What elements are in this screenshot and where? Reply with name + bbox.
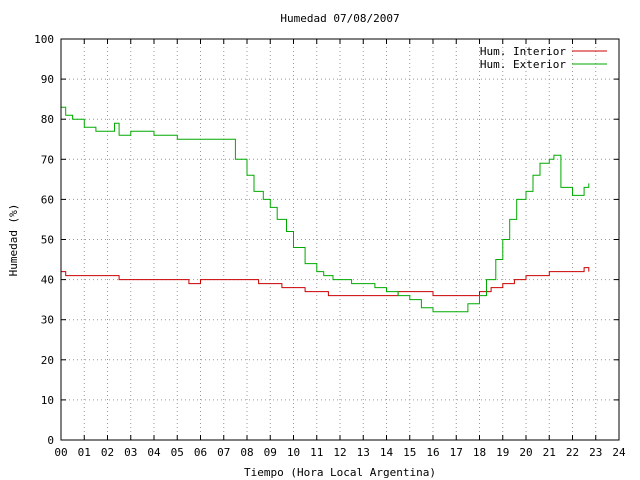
x-tick-label: 07 [217, 446, 230, 459]
y-tick-label: 50 [41, 234, 54, 247]
x-tick-label: 09 [264, 446, 277, 459]
y-tick-label: 0 [47, 434, 54, 447]
x-tick-label: 20 [519, 446, 532, 459]
x-tick-label: 08 [240, 446, 253, 459]
x-tick-label: 04 [147, 446, 161, 459]
x-tick-label: 03 [124, 446, 137, 459]
y-tick-label: 80 [41, 113, 54, 126]
x-tick-label: 15 [403, 446, 416, 459]
x-tick-label: 01 [78, 446, 91, 459]
y-tick-label: 90 [41, 73, 54, 86]
y-axis-ticks: 0 10 20 30 40 50 60 70 80 90 100 [34, 33, 619, 447]
y-tick-label: 40 [41, 274, 54, 287]
x-axis-label: Tiempo (Hora Local Argentina) [244, 466, 436, 479]
chart-title: Humedad 07/08/2007 [280, 12, 399, 25]
series-line [61, 267, 590, 297]
legend-label: Hum. Exterior [480, 58, 566, 71]
x-tick-label: 02 [101, 446, 114, 459]
y-tick-label: 10 [41, 394, 54, 407]
x-tick-label: 22 [566, 446, 579, 459]
x-tick-label: 00 [54, 446, 67, 459]
legend-label: Hum. Interior [480, 45, 566, 58]
x-tick-label: 21 [543, 446, 556, 459]
x-tick-label: 24 [612, 446, 626, 459]
x-axis-ticks: 00 01 02 03 04 05 06 07 08 09 10 11 12 13 14 15 16 17 18 19… [54, 39, 626, 459]
x-tick-label: 23 [589, 446, 602, 459]
series-line [61, 106, 590, 313]
grid-lines [61, 39, 619, 440]
x-tick-label: 18 [473, 446, 486, 459]
x-tick-label: 13 [357, 446, 370, 459]
x-tick-label: 05 [171, 446, 184, 459]
y-tick-label: 60 [41, 193, 54, 206]
y-tick-label: 70 [41, 153, 54, 166]
y-tick-label: 30 [41, 314, 54, 327]
x-tick-label: 19 [496, 446, 509, 459]
x-tick-label: 11 [310, 446, 323, 459]
y-tick-label: 100 [34, 33, 54, 46]
x-tick-label: 12 [333, 446, 346, 459]
x-tick-label: 17 [450, 446, 463, 459]
x-tick-label: 10 [287, 446, 300, 459]
x-tick-label: 14 [380, 446, 394, 459]
series-layer [61, 106, 590, 313]
y-tick-label: 20 [41, 354, 54, 367]
y-axis-label: Humedad (%) [7, 204, 20, 277]
x-tick-label: 06 [194, 446, 207, 459]
x-tick-label: 16 [426, 446, 439, 459]
